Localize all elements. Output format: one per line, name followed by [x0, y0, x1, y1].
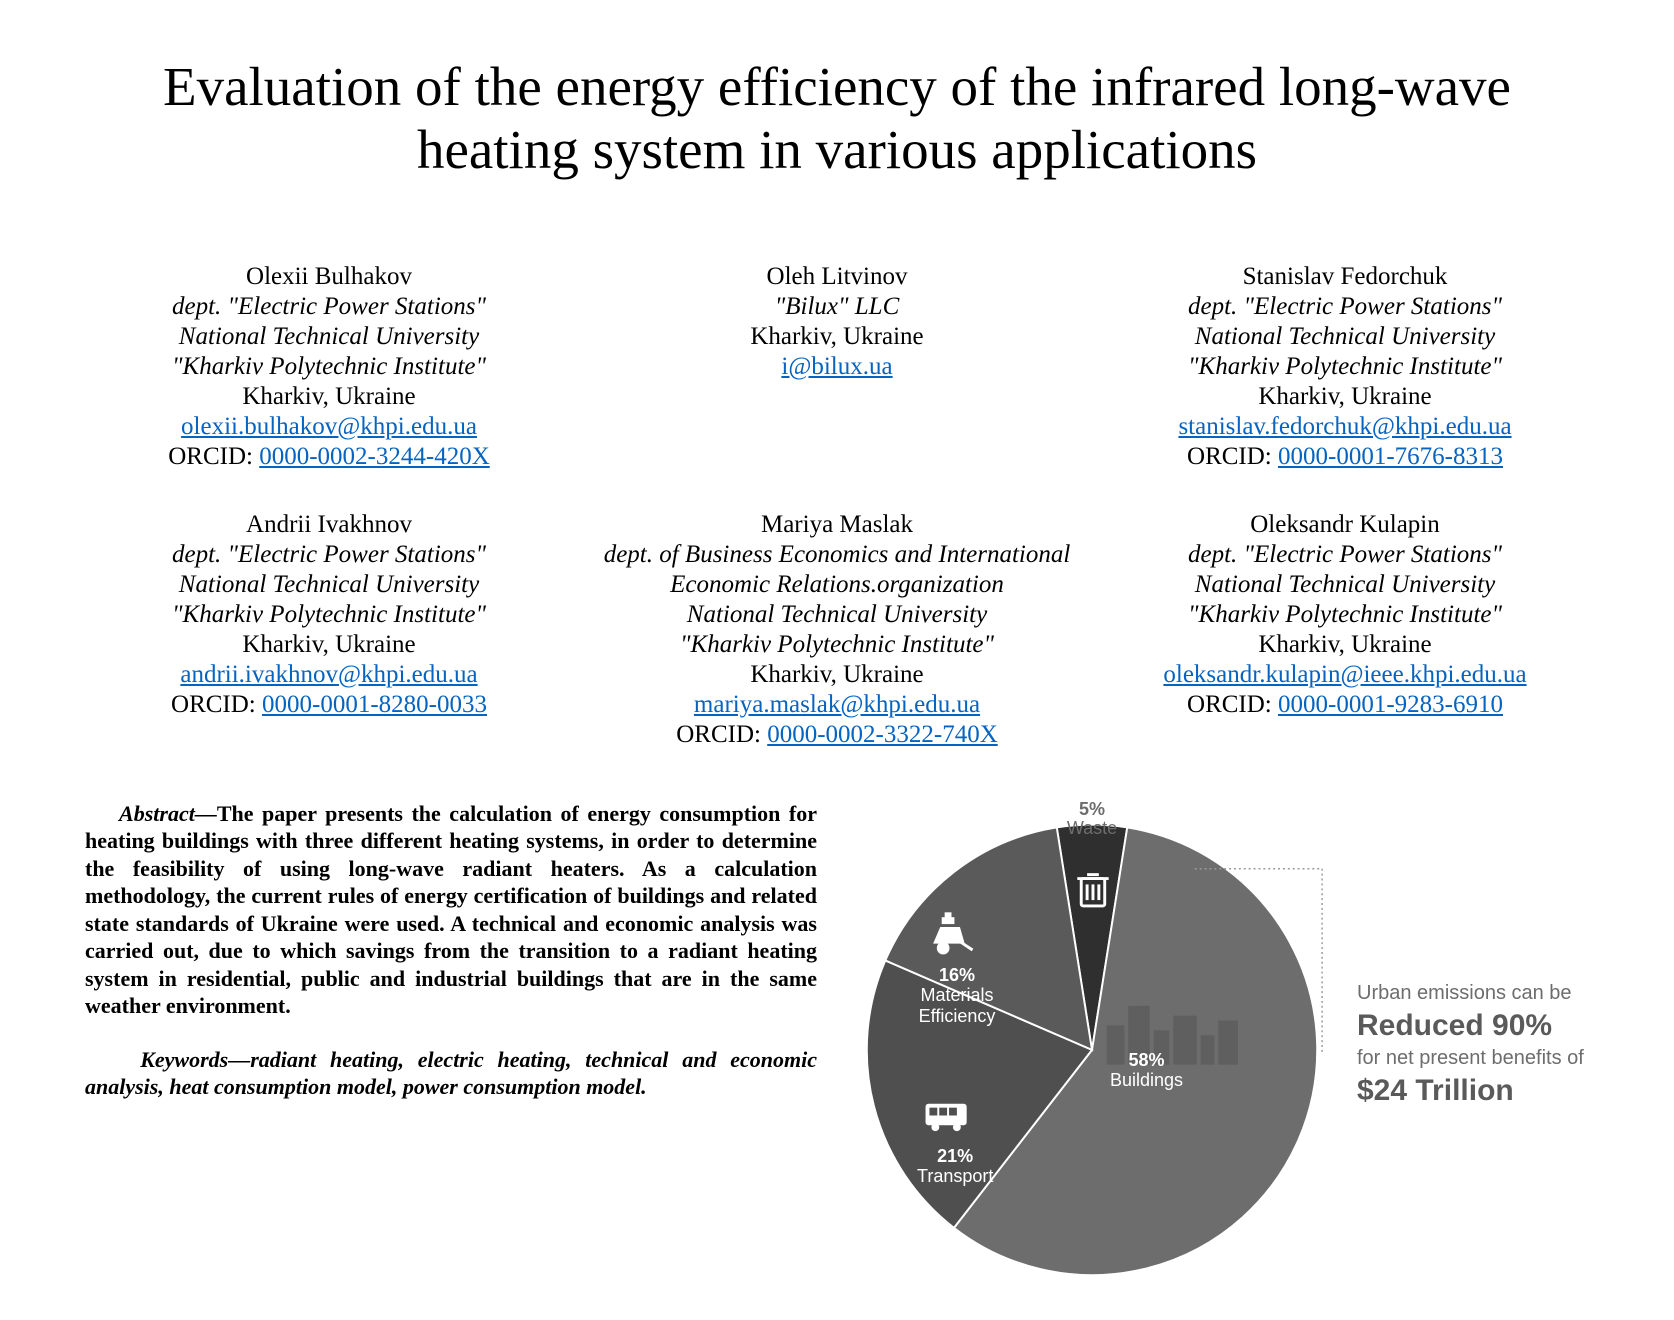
author-city: Kharkiv, Ukraine: [85, 382, 573, 412]
orcid-link[interactable]: 0000-0001-7676-8313: [1278, 443, 1503, 470]
author-email-link[interactable]: i@bilux.ua: [781, 353, 892, 380]
author-university: National Technical University: [85, 570, 573, 600]
author-university: "Kharkiv Polytechnic Institute": [85, 352, 573, 382]
author-dept: dept. "Electric Power Stations": [85, 292, 573, 322]
keywords: Keywords—radiant heating, electric heati…: [85, 1046, 817, 1101]
pie-label-buildings: 58% Buildings: [1110, 1050, 1183, 1091]
author-university: "Kharkiv Polytechnic Institute": [593, 630, 1081, 660]
author-dept: "Bilux" LLC: [593, 292, 1081, 322]
pie-label-materials: 16% Materials Efficiency: [912, 965, 1002, 1027]
left-column: Abstract—The paper presents the calculat…: [85, 800, 817, 1280]
author-university: "Kharkiv Polytechnic Institute": [1101, 352, 1589, 382]
author-block: Oleksandr Kulapin dept. "Electric Power …: [1101, 510, 1589, 750]
orcid-link[interactable]: 0000-0002-3244-420X: [259, 443, 490, 470]
author-block: Oleh Litvinov "Bilux" LLC Kharkiv, Ukrai…: [593, 262, 1081, 472]
abstract-label: Abstract—: [119, 801, 217, 826]
author-block: Mariya Maslak dept. of Business Economic…: [593, 510, 1081, 750]
orcid-link[interactable]: 0000-0001-9283-6910: [1278, 691, 1503, 718]
keywords-label: Keywords—: [140, 1047, 250, 1072]
author-block: Stanislav Fedorchuk dept. "Electric Powe…: [1101, 262, 1589, 472]
author-university: "Kharkiv Polytechnic Institute": [85, 600, 573, 630]
author-university: National Technical University: [1101, 570, 1589, 600]
emissions-sidebox: Urban emissions can be Reduced 90% for n…: [1357, 980, 1584, 1110]
author-email-link[interactable]: andrii.ivakhnov@khpi.edu.ua: [180, 661, 477, 688]
author-name: Olexii Bulhakov: [85, 262, 573, 292]
author-email-link[interactable]: olexii.bulhakov@khpi.edu.ua: [181, 413, 477, 440]
author-dept: dept. "Electric Power Stations": [1101, 292, 1589, 322]
author-dept: dept. of Business Economics and Internat…: [593, 540, 1081, 600]
author-university: National Technical University: [593, 600, 1081, 630]
author-city: Kharkiv, Ukraine: [1101, 382, 1589, 412]
sidebox-big1: Reduced 90%: [1357, 1006, 1584, 1045]
author-name: Mariya Maslak: [593, 510, 1081, 540]
pie-label-transport: 21% Transport: [917, 1146, 993, 1187]
author-city: Kharkiv, Ukraine: [85, 630, 573, 660]
author-university: National Technical University: [1101, 322, 1589, 352]
sidebox-line2: for net present benefits of: [1357, 1047, 1584, 1069]
author-city: Kharkiv, Ukraine: [1101, 630, 1589, 660]
author-name: Oleksandr Kulapin: [1101, 510, 1589, 540]
orcid-link[interactable]: 0000-0002-3322-740X: [767, 721, 998, 748]
sidebox-big2: $24 Trillion: [1357, 1071, 1584, 1110]
abstract: Abstract—The paper presents the calculat…: [85, 800, 817, 1020]
author-city: Kharkiv, Ukraine: [593, 660, 1081, 690]
author-email-link[interactable]: stanislav.fedorchuk@khpi.edu.ua: [1178, 413, 1511, 440]
body-columns: Abstract—The paper presents the calculat…: [85, 800, 1589, 1280]
author-university: National Technical University: [85, 322, 573, 352]
author-name: Oleh Litvinov: [593, 262, 1081, 292]
author-dept: dept. "Electric Power Stations": [85, 540, 573, 570]
author-orcid: ORCID: 0000-0001-8280-0033: [85, 690, 573, 720]
orcid-link[interactable]: 0000-0001-8280-0033: [262, 691, 487, 718]
pie-label-waste: 5% Waste: [1067, 800, 1117, 840]
author-orcid: ORCID: 0000-0001-9283-6910: [1101, 690, 1589, 720]
right-column: 5% Waste: [857, 800, 1589, 1280]
abstract-text: The paper presents the calculation of en…: [85, 801, 817, 1019]
authors-grid: Olexii Bulhakov dept. "Electric Power St…: [85, 262, 1589, 750]
paper-title: Evaluation of the energy efficiency of t…: [85, 55, 1589, 182]
author-name: Andrii Ivakhnov: [85, 510, 573, 540]
author-orcid: ORCID: 0000-0001-7676-8313: [1101, 442, 1589, 472]
author-orcid: ORCID: 0000-0002-3322-740X: [593, 720, 1081, 750]
author-dept: dept. "Electric Power Stations": [1101, 540, 1589, 570]
pie-svg: [857, 810, 1327, 1280]
sidebox-line1: Urban emissions can be: [1357, 982, 1572, 1004]
author-email-link[interactable]: oleksandr.kulapin@ieee.khpi.edu.ua: [1163, 661, 1526, 688]
author-block: Olexii Bulhakov dept. "Electric Power St…: [85, 262, 573, 472]
author-email-link[interactable]: mariya.maslak@khpi.edu.ua: [694, 691, 980, 718]
emissions-pie-chart: 5% Waste: [857, 810, 1327, 1280]
author-city: Kharkiv, Ukraine: [593, 322, 1081, 352]
author-orcid: ORCID: 0000-0002-3244-420X: [85, 442, 573, 472]
author-block: Andrii Ivakhnov dept. "Electric Power St…: [85, 510, 573, 750]
author-university: "Kharkiv Polytechnic Institute": [1101, 600, 1589, 630]
author-name: Stanislav Fedorchuk: [1101, 262, 1589, 292]
